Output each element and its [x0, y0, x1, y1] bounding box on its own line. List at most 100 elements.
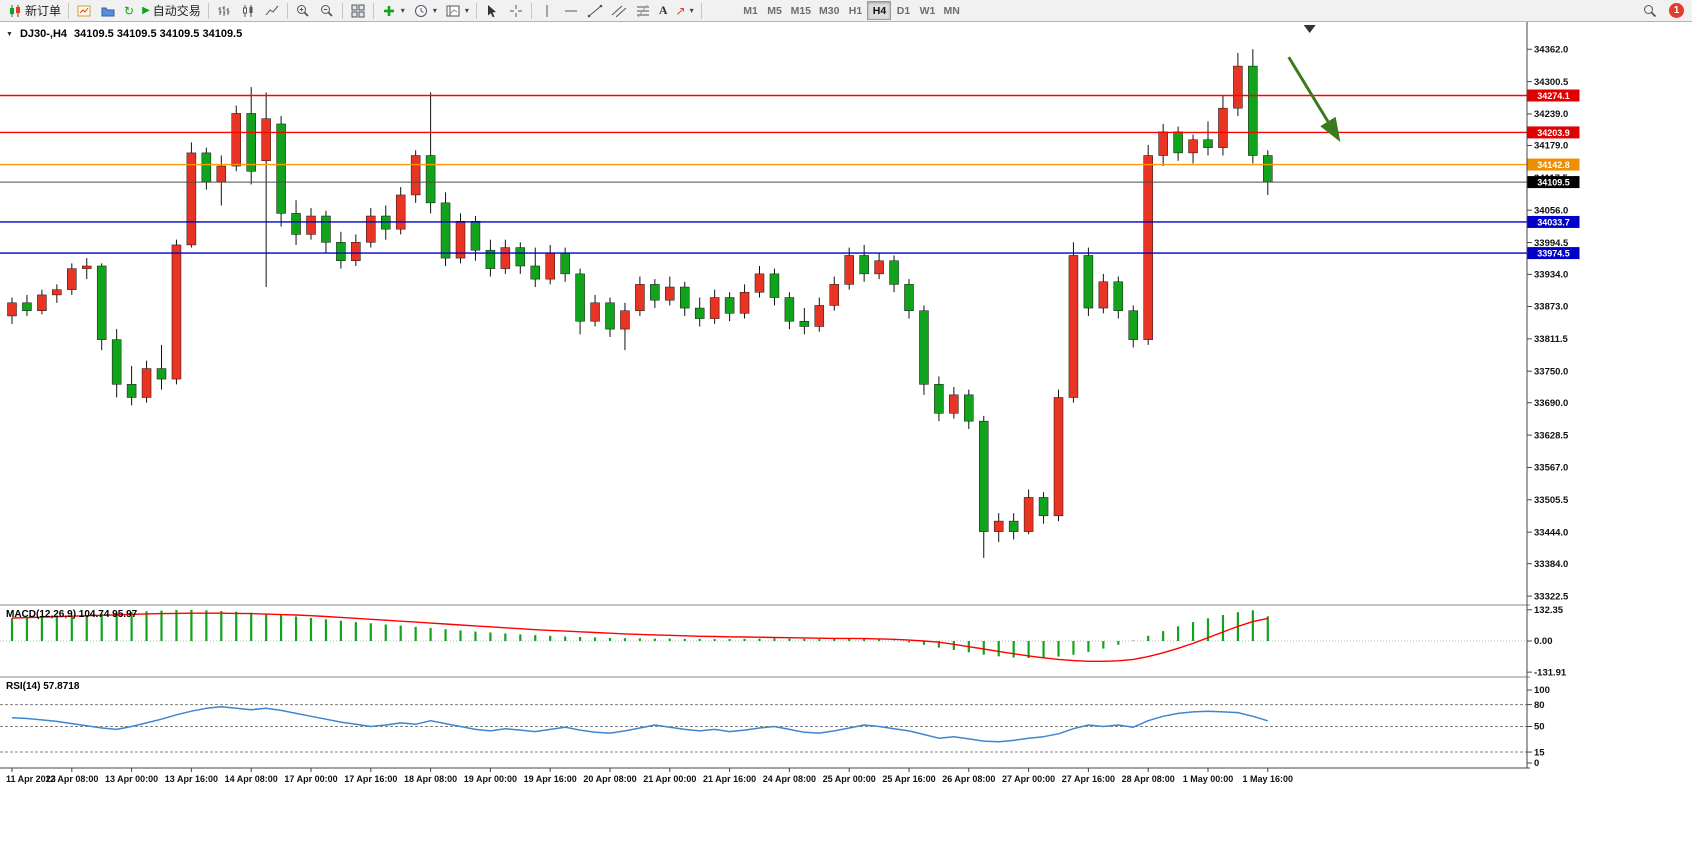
toolbar-separator — [341, 2, 343, 19]
cursor-icon — [484, 3, 500, 19]
dropdown-caret-icon: ▾ — [400, 6, 405, 15]
svg-text:33444.0: 33444.0 — [1534, 527, 1568, 538]
svg-text:28 Apr 08:00: 28 Apr 08:00 — [1122, 774, 1175, 784]
svg-text:0: 0 — [1534, 758, 1539, 769]
line-chart-icon — [264, 3, 280, 19]
svg-text:25 Apr 00:00: 25 Apr 00:00 — [823, 774, 876, 784]
indicators-icon — [381, 3, 397, 19]
price-tag: 34033.7 — [1527, 215, 1580, 228]
svg-text:27 Apr 16:00: 27 Apr 16:00 — [1062, 774, 1115, 784]
trend-arrow-annotation[interactable] — [1287, 56, 1341, 143]
notification-badge[interactable]: 1 — [1669, 3, 1684, 18]
timeframe-m15[interactable]: M15 — [787, 1, 815, 20]
svg-text:34203.9: 34203.9 — [1537, 128, 1570, 138]
zoom-out-button[interactable] — [315, 1, 339, 21]
timeframe-h4[interactable]: H4 — [867, 1, 892, 20]
svg-text:0.00: 0.00 — [1534, 636, 1553, 647]
horizontal-line-button[interactable] — [559, 1, 583, 21]
svg-text:100: 100 — [1534, 685, 1550, 696]
channel-button[interactable] — [607, 1, 631, 21]
cursor-button[interactable] — [480, 1, 504, 21]
dropdown-caret-icon: ▾ — [464, 6, 469, 15]
timeframe-m30[interactable]: M30 — [815, 1, 843, 20]
new-chart-button[interactable] — [72, 1, 96, 21]
timeframe-bar: M1 M5 M15 M30 H1 H4 D1 W1 MN — [739, 1, 964, 20]
new-order-button[interactable]: 新订单 — [4, 1, 65, 21]
candlestick-chart-button[interactable] — [236, 1, 260, 21]
svg-text:34300.5: 34300.5 — [1534, 77, 1569, 88]
fibonacci-icon — [635, 3, 651, 19]
play-icon: ▶ — [142, 4, 150, 16]
svg-text:13 Apr 00:00: 13 Apr 00:00 — [105, 774, 158, 784]
candles — [7, 49, 1273, 558]
timeframe-d1[interactable]: D1 — [891, 1, 915, 20]
search-button[interactable] — [1638, 1, 1662, 21]
svg-text:33750.0: 33750.0 — [1534, 366, 1568, 377]
tile-windows-button[interactable] — [346, 1, 370, 21]
one-click-trading-toggle[interactable]: ▼ — [6, 30, 13, 38]
vertical-line-icon — [539, 3, 555, 19]
periods-button[interactable]: ▾ — [409, 1, 441, 21]
price-tag: 34274.1 — [1527, 89, 1580, 102]
svg-text:33873.0: 33873.0 — [1534, 302, 1568, 313]
timeframe-m5[interactable]: M5 — [763, 1, 787, 20]
svg-text:34362.0: 34362.0 — [1534, 44, 1568, 55]
timeframe-h1[interactable]: H1 — [843, 1, 867, 20]
toolbar-separator — [372, 2, 374, 19]
ohlc-values: 34109.5 34109.5 34109.5 34109.5 — [74, 28, 243, 40]
price-tag: 33974.5 — [1527, 247, 1580, 260]
price-tag: 34109.5 — [1527, 176, 1580, 189]
search-icon — [1642, 3, 1658, 19]
line-chart-button[interactable] — [260, 1, 284, 21]
svg-text:20 Apr 08:00: 20 Apr 08:00 — [583, 774, 636, 784]
svg-text:12 Apr 08:00: 12 Apr 08:00 — [45, 774, 98, 784]
svg-text:18 Apr 08:00: 18 Apr 08:00 — [404, 774, 457, 784]
rsi-label: RSI(14) 57.8718 — [6, 681, 80, 692]
toolbar-separator — [286, 2, 288, 19]
zoom-in-icon — [295, 3, 311, 19]
macd-panel: 132.35 0.00 -131.91 — [0, 605, 1567, 678]
macd-label: MACD(12,26,9) 104.74 95.97 — [6, 609, 138, 620]
bar-chart-icon — [216, 3, 232, 19]
vertical-line-button[interactable] — [535, 1, 559, 21]
price-chart-svg[interactable]: 34362.034300.534239.034179.034117.534056… — [0, 22, 1692, 851]
svg-text:15: 15 — [1534, 747, 1545, 758]
svg-text:13 Apr 16:00: 13 Apr 16:00 — [165, 774, 218, 784]
fibonacci-button[interactable] — [631, 1, 655, 21]
svg-text:33322.5: 33322.5 — [1534, 591, 1569, 602]
svg-text:132.35: 132.35 — [1534, 605, 1564, 616]
bar-chart-button[interactable] — [212, 1, 236, 21]
templates-button[interactable]: ▾ — [441, 1, 473, 21]
svg-text:34109.5: 34109.5 — [1537, 178, 1570, 188]
chart-canvas[interactable]: ▼ DJ30-,H4 34109.5 34109.5 34109.5 34109… — [0, 22, 1692, 851]
svg-text:33567.0: 33567.0 — [1534, 463, 1568, 474]
toolbar: 新订单 ↻ ▶ 自动交易 ▾ ▾ ▾ A ↗ ▾ M1 M5 M15 M30 H1 H4 D1… — [0, 0, 1692, 22]
price-axis[interactable]: 34362.034300.534239.034179.034117.534056… — [1527, 44, 1569, 602]
svg-text:17 Apr 00:00: 17 Apr 00:00 — [284, 774, 337, 784]
svg-text:33934.0: 33934.0 — [1534, 270, 1568, 281]
indicators-button[interactable]: ▾ — [377, 1, 409, 21]
rsi-line — [11, 706, 1269, 743]
arrows-tool-button[interactable]: ↗ ▾ — [672, 1, 698, 21]
auto-trading-button[interactable]: ▶ 自动交易 — [138, 1, 205, 21]
text-tool-button[interactable]: A — [655, 1, 672, 21]
svg-text:34274.1: 34274.1 — [1537, 91, 1570, 101]
svg-text:50: 50 — [1534, 722, 1545, 733]
svg-text:34056.0: 34056.0 — [1534, 205, 1568, 216]
zoom-in-button[interactable] — [291, 1, 315, 21]
timeframe-w1[interactable]: W1 — [915, 1, 939, 20]
timeframe-m1[interactable]: M1 — [739, 1, 763, 20]
refresh-button[interactable]: ↻ — [120, 1, 138, 21]
template-icon — [445, 3, 461, 19]
crosshair-button[interactable] — [504, 1, 528, 21]
svg-text:34033.7: 34033.7 — [1537, 217, 1570, 227]
new-order-label: 新订单 — [25, 4, 62, 18]
svg-text:27 Apr 00:00: 27 Apr 00:00 — [1002, 774, 1055, 784]
profiles-button[interactable] — [96, 1, 120, 21]
timeframe-mn[interactable]: MN — [939, 1, 963, 20]
svg-text:33690.0: 33690.0 — [1534, 398, 1568, 409]
svg-text:80: 80 — [1534, 700, 1545, 711]
toolbar-separator — [530, 2, 532, 19]
trendline-button[interactable] — [583, 1, 607, 21]
